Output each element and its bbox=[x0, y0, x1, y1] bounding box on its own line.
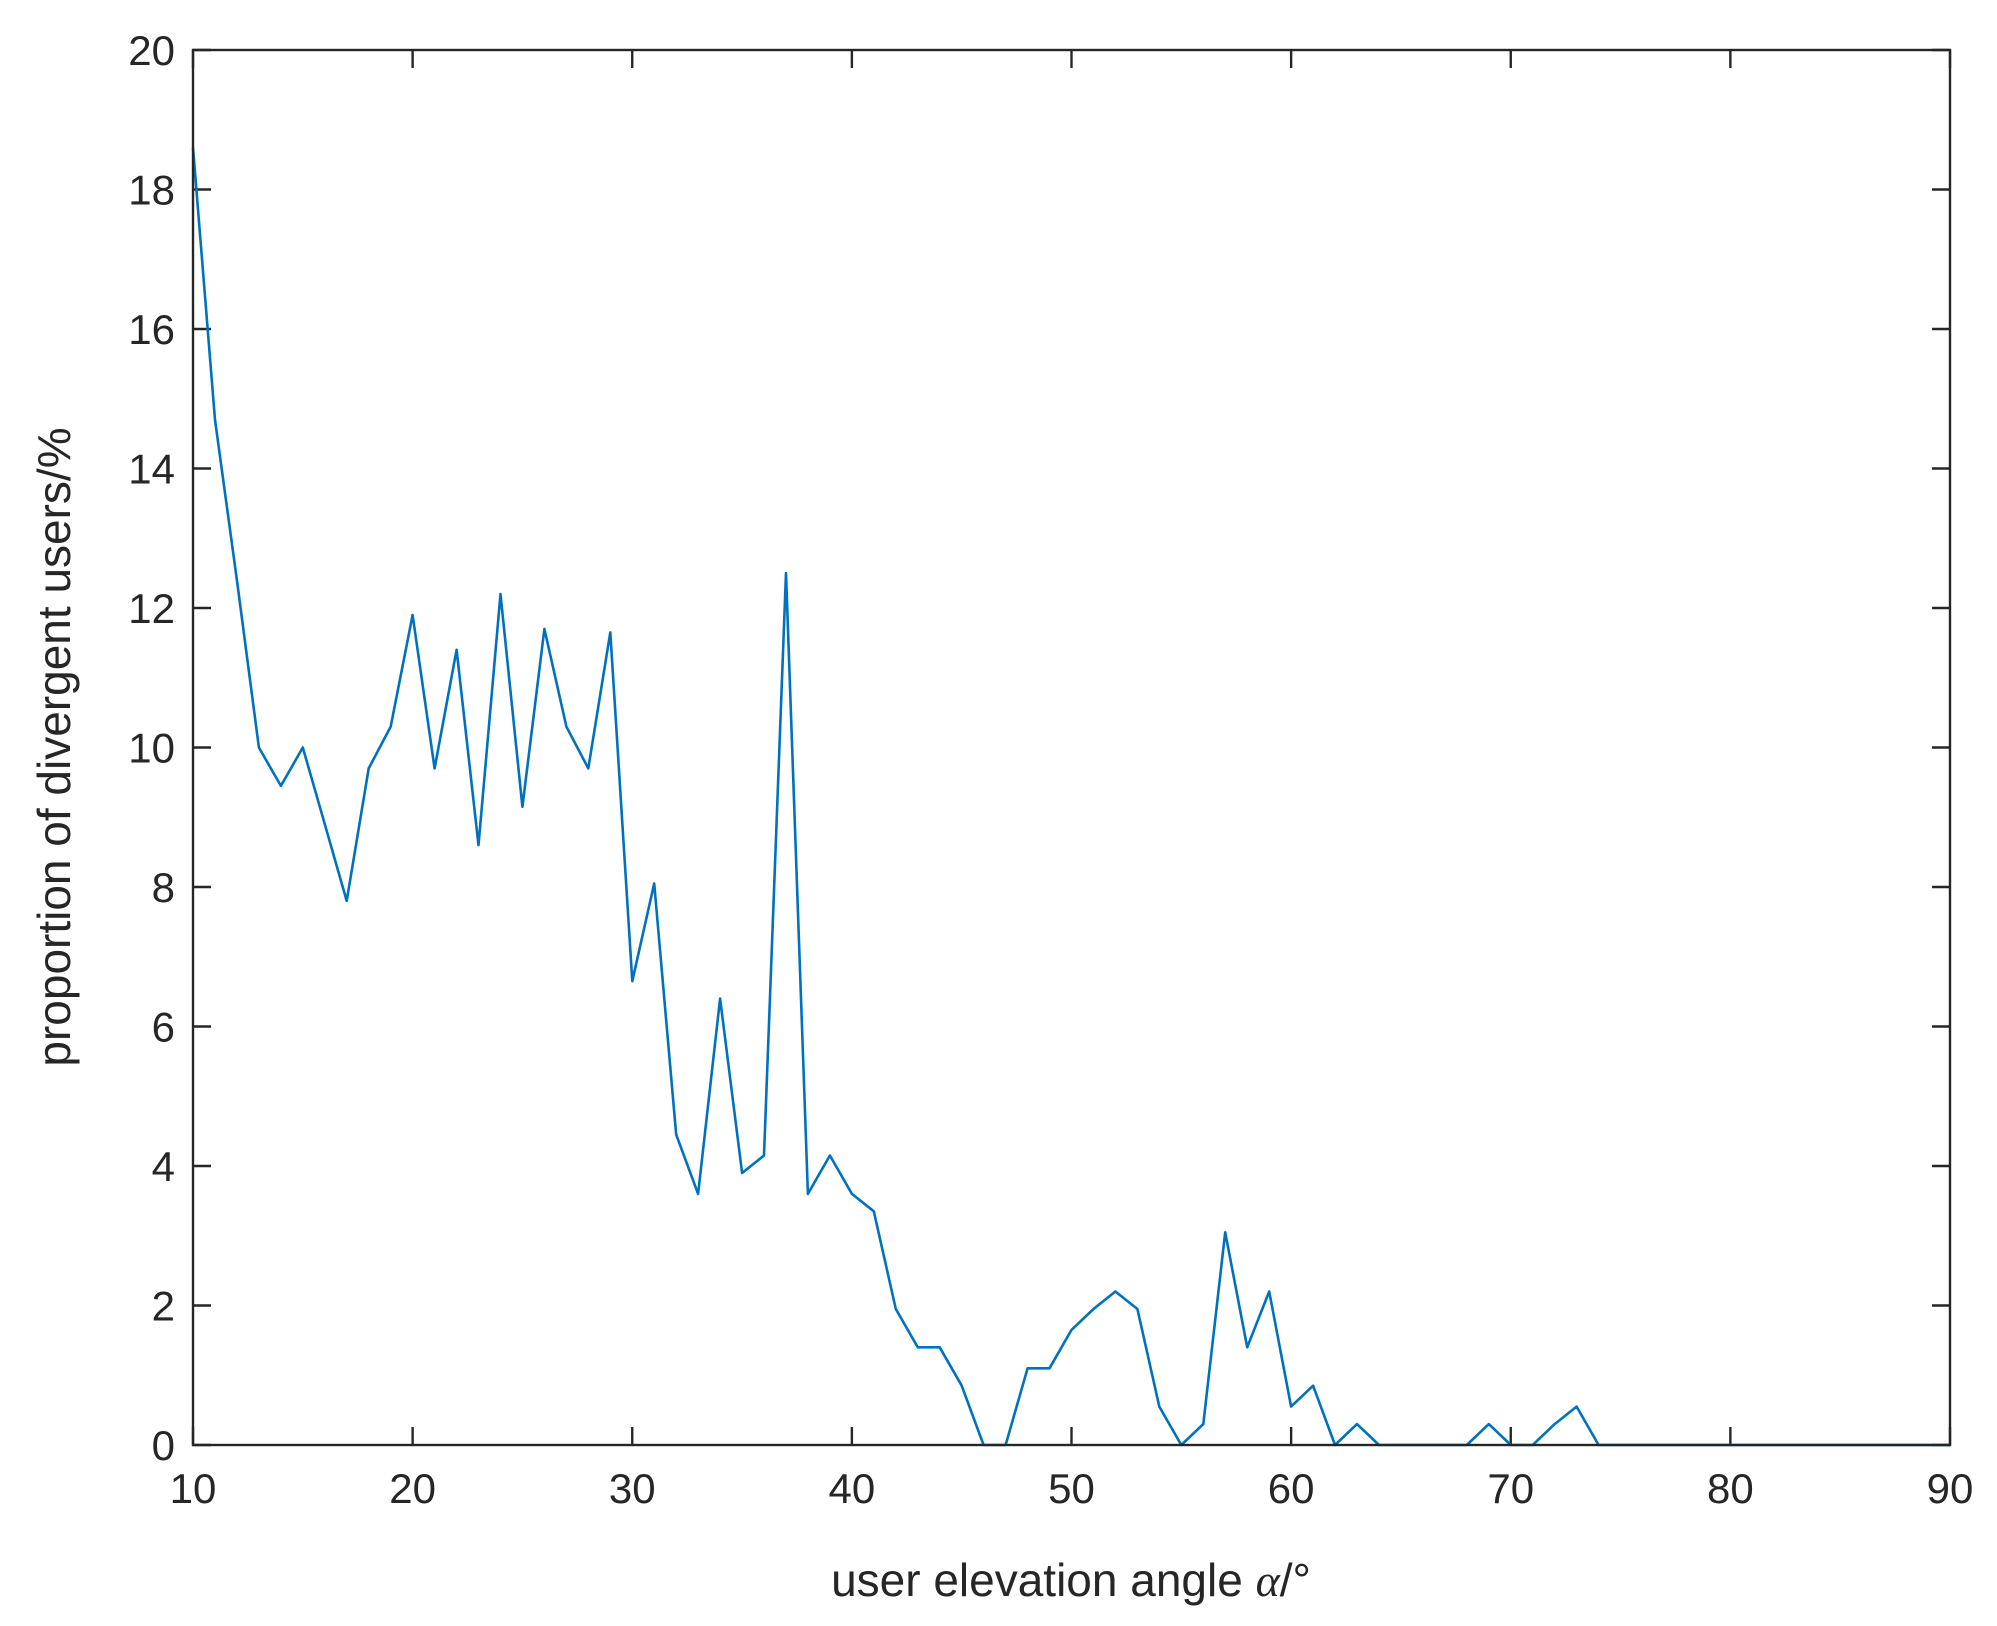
y-tick-label: 8 bbox=[152, 864, 175, 911]
x-tick-label: 20 bbox=[389, 1465, 436, 1512]
x-tick-label: 40 bbox=[829, 1465, 876, 1512]
plot-area bbox=[193, 50, 1950, 1445]
y-tick-label: 16 bbox=[128, 306, 175, 353]
tick-labels: 10 20 30 40 50 60 70 80 90 0 2 4 6 8 10 12 14 16 18 20 bbox=[128, 27, 1973, 1512]
x-tick-label: 60 bbox=[1268, 1465, 1315, 1512]
plot-frame bbox=[191, 48, 1952, 1447]
y-tick-label: 20 bbox=[128, 27, 175, 74]
y-tick-label: 14 bbox=[128, 446, 175, 493]
y-tick-label: 0 bbox=[152, 1422, 175, 1469]
y-tick-label: 18 bbox=[128, 167, 175, 214]
x-tick-label: 50 bbox=[1048, 1465, 1095, 1512]
x-tick-label: 80 bbox=[1707, 1465, 1754, 1512]
y-tick-label: 6 bbox=[152, 1004, 175, 1051]
y-tick-label: 10 bbox=[128, 725, 175, 772]
x-tick-label: 30 bbox=[609, 1465, 656, 1512]
x-tick-label: 10 bbox=[170, 1465, 217, 1512]
x-tick-label: 90 bbox=[1927, 1465, 1974, 1512]
x-axis-label: user elevation angle α/° bbox=[831, 1554, 1311, 1606]
y-tick-label: 4 bbox=[152, 1143, 175, 1190]
y-axis-label: proportion of divergent users/% bbox=[28, 427, 80, 1066]
y-tick-label: 2 bbox=[152, 1283, 175, 1330]
x-tick-label: 70 bbox=[1487, 1465, 1534, 1512]
y-tick-label: 12 bbox=[128, 585, 175, 632]
